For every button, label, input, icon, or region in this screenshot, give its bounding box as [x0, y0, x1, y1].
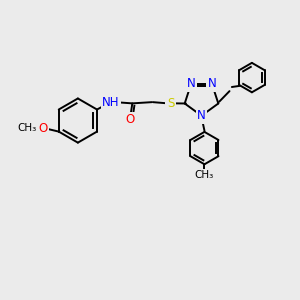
Text: NH: NH	[102, 96, 120, 109]
Text: CH₃: CH₃	[17, 123, 36, 133]
Text: N: N	[197, 109, 206, 122]
Text: S: S	[167, 97, 174, 110]
Text: CH₃: CH₃	[195, 170, 214, 180]
Text: O: O	[39, 122, 48, 135]
Text: N: N	[187, 77, 196, 90]
Text: O: O	[125, 113, 135, 126]
Text: N: N	[208, 77, 216, 90]
